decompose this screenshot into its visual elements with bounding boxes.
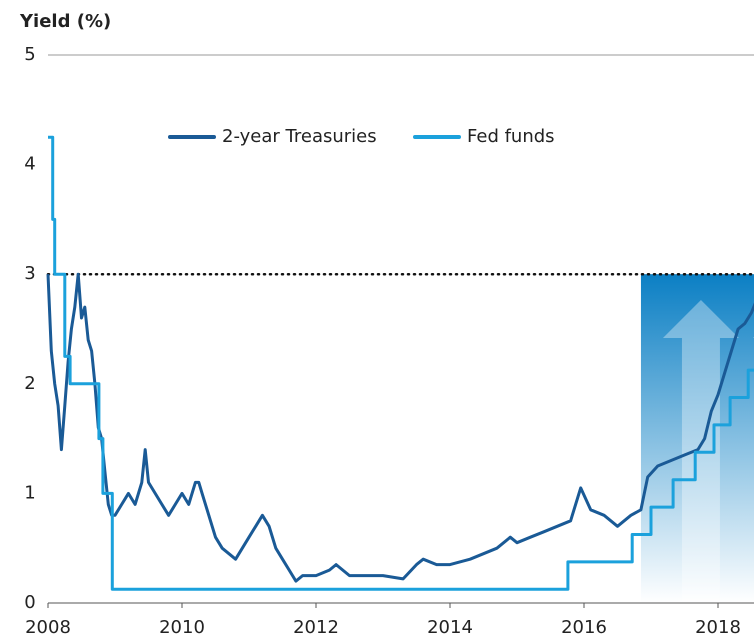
x-tick-label: 2016 (561, 617, 607, 638)
legend-label: 2-year Treasuries (222, 126, 377, 147)
x-tick-label: 2012 (293, 617, 339, 638)
x-tick-label: 2018 (695, 617, 741, 638)
y-tick-label: 0 (24, 592, 35, 613)
x-tick-label: 2008 (25, 617, 71, 638)
y-tick-label: 4 (24, 154, 35, 175)
x-tick-label: 2014 (427, 617, 473, 638)
y-tick-label: 2 (24, 373, 35, 394)
legend-label: Fed funds (467, 126, 555, 147)
series-line (48, 135, 754, 591)
x-tick-label: 2010 (159, 617, 205, 638)
y-axis-label: Yield (%) (19, 11, 111, 32)
y-tick-label: 5 (24, 44, 35, 65)
highlight-region (640, 274, 754, 603)
y-tick-label: 1 (24, 482, 35, 503)
y-tick-label: 3 (24, 263, 35, 284)
